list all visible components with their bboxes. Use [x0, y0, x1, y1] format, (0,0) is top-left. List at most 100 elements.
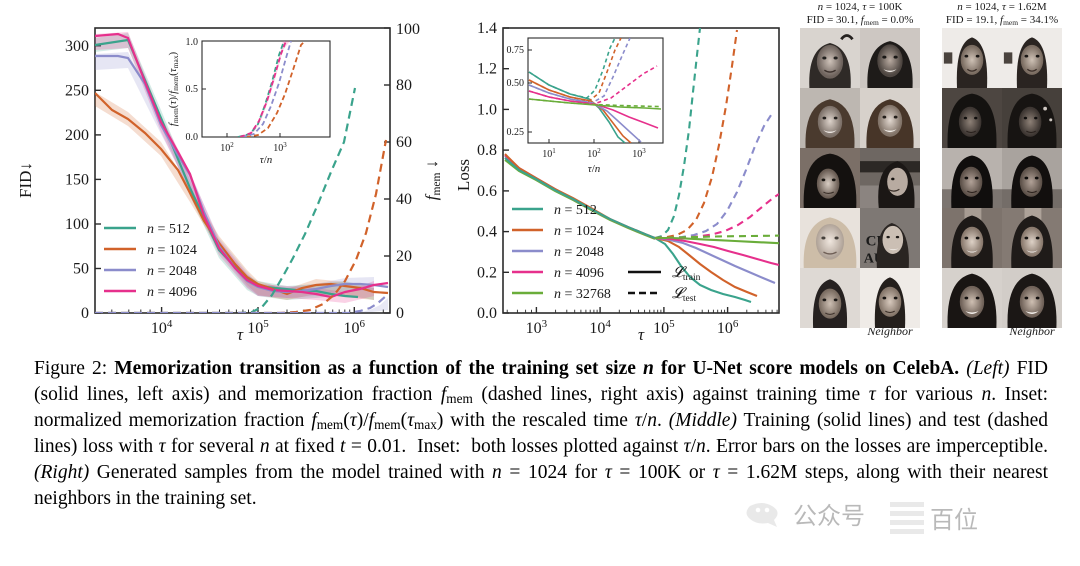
figure-label: Figure 2:	[34, 358, 108, 379]
middle-xlabel: τ	[638, 325, 645, 344]
svg-text:103: 103	[273, 141, 287, 154]
middle-y-labels: 0.0 0.2 0.4 0.6 0.8 1.0 1.2 1.4	[477, 20, 497, 322]
left-y2-axis-ticks	[384, 27, 390, 314]
svg-text:102: 102	[220, 141, 234, 154]
legend-label-n1024: n = 1024	[147, 243, 197, 258]
middle-y-ticks	[503, 27, 509, 314]
figure-caption: Figure 2: Memorization transition as a f…	[34, 358, 1049, 509]
inset-test-n4096	[528, 65, 658, 105]
caption-left-tag: (Left)	[966, 358, 1010, 379]
svg-text:150: 150	[65, 171, 89, 188]
curve-fmem-n512	[95, 87, 357, 313]
curve-fmem-n2048	[95, 295, 387, 313]
legend-label-n512: n = 512	[554, 203, 597, 218]
legend-label-n2048: n = 2048	[147, 264, 197, 279]
svg-text:60: 60	[396, 134, 412, 151]
curve-train-n2048	[654, 236, 776, 284]
left-ylabel: FID↓	[16, 162, 35, 198]
middle-x-minor-ticks	[506, 309, 778, 313]
svg-text:0.0: 0.0	[477, 305, 497, 322]
legend-label-n4096: n = 4096	[147, 285, 197, 300]
middle-inset: 0.25 0.50 0.75 101 102 103 τ/n	[507, 37, 664, 175]
face-g1-r0-c0	[942, 28, 1002, 88]
sample-grid-1	[942, 28, 1062, 328]
legend-label-n2048: n = 2048	[554, 245, 604, 260]
face-g1-r4-c0	[942, 268, 1002, 328]
face-g1-r4-c1	[1002, 268, 1062, 328]
svg-text:102: 102	[587, 147, 601, 160]
face-g1-r1-c0	[942, 88, 1002, 148]
svg-text:1.0: 1.0	[186, 37, 199, 48]
middle-inset-x-labels: 101 102 103	[542, 147, 646, 160]
svg-text:200: 200	[65, 127, 89, 144]
face-g1-r0-c1	[1002, 28, 1062, 88]
curve-fid-n4096	[95, 32, 389, 299]
left-inset-ylabel: fmem(τ)/fmem(τmax)	[167, 51, 180, 126]
svg-text:100: 100	[65, 216, 89, 233]
face-g1-r2-c0	[942, 148, 1002, 208]
svg-text:0.50: 0.50	[507, 78, 525, 89]
legend-label-test: 𝓛test	[672, 286, 696, 304]
face-g0-r4-c0	[800, 268, 860, 328]
left-inset-x-labels: 102 103	[220, 141, 287, 154]
face-g1-r1-c1	[1002, 88, 1062, 148]
svg-text:104: 104	[589, 318, 611, 337]
band-fmem-n2048	[350, 298, 388, 313]
legend-label-n1024: n = 1024	[554, 224, 604, 239]
left-inset-xlabel: τ/n	[260, 154, 273, 166]
svg-text:0.8: 0.8	[477, 142, 497, 159]
svg-text:300: 300	[65, 38, 89, 55]
grid-0-header-line2: FID = 30.1, fmem = 0.0%	[807, 14, 914, 27]
svg-text:80: 80	[396, 77, 412, 94]
middle-panel: Loss τ 0.0 0.2 0.4 0.6 0.8 1.0 1.2 1.4	[454, 0, 795, 348]
svg-text:105: 105	[247, 318, 269, 337]
curve-train-n4096	[654, 236, 779, 267]
svg-text:0.25: 0.25	[507, 127, 525, 138]
left-xlabel: τ	[237, 325, 244, 344]
svg-text:106: 106	[717, 318, 739, 337]
caption-middle-tag: (Middle)	[668, 409, 737, 431]
svg-text:250: 250	[65, 82, 89, 99]
caption-bold: Memorization transition as a function of…	[114, 358, 960, 379]
shared-early-n512	[504, 157, 656, 239]
inset-test-n1024	[528, 38, 622, 102]
face-g0-r2-c1	[860, 148, 920, 208]
face-g1-r2-c1	[1002, 148, 1062, 208]
left-panel: FID↓ fmem ↓ τ 0 50 100 150 200 250 300	[0, 0, 455, 348]
inset-curve-n1024	[245, 41, 306, 137]
svg-text:103: 103	[526, 318, 548, 337]
face-g0-r0-c1	[860, 28, 920, 88]
left-inset: fmem(τ)/fmem(τmax) τ/n 0.0 0.5 1.0 102 103	[167, 37, 331, 166]
svg-text:0.75: 0.75	[507, 45, 525, 56]
svg-text:0: 0	[81, 305, 89, 322]
curve-train-n32768	[655, 236, 779, 245]
svg-text:105: 105	[653, 318, 675, 337]
middle-ylabel: Loss	[454, 159, 473, 191]
middle-x-ticks	[535, 307, 729, 313]
face-g0-r2-c0	[800, 148, 860, 208]
caption-right-tag: (Right)	[34, 461, 90, 483]
inset-curve-n4096	[239, 41, 287, 137]
svg-text:0.4: 0.4	[477, 224, 497, 241]
band-n1024	[95, 92, 374, 300]
legend-label-n4096: n = 4096	[554, 266, 604, 281]
left-ylabel-secondary: fmem ↓	[422, 160, 443, 201]
grid-1-header-line2: FID = 19.1, fmem = 34.1%	[946, 14, 1058, 27]
curve-train-n512	[654, 237, 752, 303]
right-panel: n = 1024, τ = 100K FID = 30.1, fmem = 0.…	[795, 0, 1080, 348]
curve-test-n32768	[654, 234, 779, 240]
face-g0-r3-c0	[800, 208, 860, 268]
grid-0-header-line1: n = 1024, τ = 100K	[818, 1, 903, 13]
face-g0-r1-c0	[800, 88, 860, 148]
svg-text:106: 106	[344, 318, 366, 337]
face-g1-r3-c1	[1002, 208, 1062, 268]
svg-text:20: 20	[396, 248, 412, 265]
inset-train-n2048	[528, 84, 642, 143]
svg-text:0.5: 0.5	[186, 84, 199, 95]
sample-grid-0: CU AU	[800, 28, 920, 328]
middle-x-labels: 103 104 105 106	[526, 318, 739, 337]
svg-text:103: 103	[632, 147, 646, 160]
svg-text:1.4: 1.4	[477, 20, 497, 37]
figure-panels: FID↓ fmem ↓ τ 0 50 100 150 200 250 300	[0, 0, 1080, 348]
